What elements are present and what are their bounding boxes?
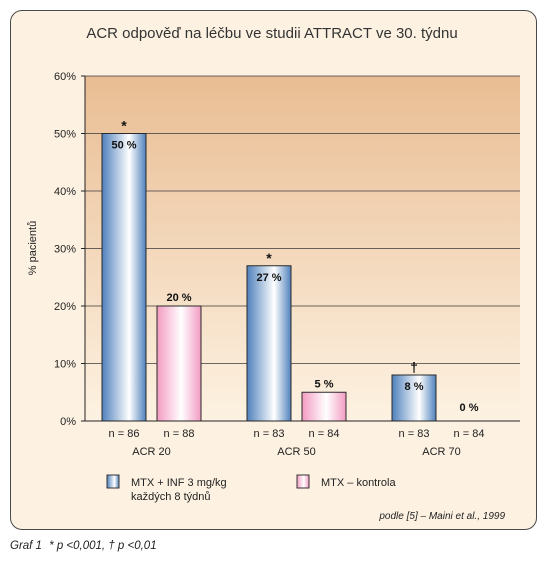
bars	[101, 133, 437, 422]
bar	[101, 133, 147, 422]
legend-swatch-mtx-inf	[106, 474, 120, 489]
significance-marker: *	[266, 250, 272, 266]
chart-title: ACR odpověď na léčbu ve studii ATTRACT v…	[86, 25, 457, 42]
legend: MTX + INF 3 mg/kg každých 8 týdnů MTX – k…	[106, 474, 396, 503]
y-tick-label: 10%	[54, 359, 76, 371]
x-axis-categories: n = 86 n = 88 ACR 20 n = 83 n = 84 ACR 50 n = …	[109, 428, 485, 458]
y-tick-label: 20%	[54, 301, 76, 313]
sample-size-label: n = 83	[399, 428, 430, 440]
bar-value-label: 5 %	[315, 378, 334, 390]
sample-size-label: n = 84	[309, 428, 340, 440]
y-tick-label: 0%	[60, 416, 76, 428]
bar-value-label: 27 %	[256, 272, 281, 284]
legend-label-mtx-inf: MTX + INF 3 mg/kg každých 8 týdnů	[131, 477, 227, 503]
y-tick-label: 40%	[54, 186, 76, 198]
legend-label-line: MTX + INF 3 mg/kg	[131, 477, 227, 489]
bar	[246, 265, 292, 422]
bar	[156, 305, 202, 422]
legend-label-line: MTX – kontrola	[321, 477, 396, 489]
footnote-text: * p <0,001, † p <0,01	[49, 540, 157, 552]
sample-size-label: n = 84	[454, 428, 485, 440]
bar-value-label: 50 %	[111, 140, 136, 152]
legend-swatch-mtx-kontrola	[296, 474, 310, 489]
y-axis-label: % pacientů	[27, 221, 39, 275]
sample-size-label: n = 83	[254, 428, 285, 440]
bar-labels: 50 % * 20 % 27 % * 5 % 8 % † 0 %	[111, 118, 478, 415]
significance-marker: †	[410, 359, 418, 375]
figure-label: Graf 1	[10, 540, 42, 552]
x-category-label: ACR 50	[277, 446, 316, 458]
figure-footnote: Graf 1 * p <0,001, † p <0,01	[10, 540, 157, 552]
legend-label-line: každých 8 týdnů	[131, 491, 211, 503]
y-tick-label: 30%	[54, 244, 76, 256]
bar-value-label: 0 %	[460, 402, 479, 414]
bar	[391, 374, 437, 422]
source-citation: podle [5] – Maini et al., 1999	[378, 511, 505, 522]
significance-marker: *	[121, 118, 127, 134]
x-category-label: ACR 20	[132, 446, 171, 458]
bar	[301, 391, 347, 422]
y-tick-label: 60%	[54, 71, 76, 83]
legend-label-mtx-kontrola: MTX – kontrola	[321, 477, 396, 489]
x-category-label: ACR 70	[422, 446, 461, 458]
y-tick-label: 50%	[54, 129, 76, 141]
bar-value-label: 8 %	[405, 381, 424, 393]
y-axis-ticks: 0% 10% 20% 30% 40% 50% 60%	[54, 71, 85, 428]
sample-size-label: n = 88	[164, 428, 195, 440]
bar-value-label: 20 %	[166, 292, 191, 304]
sample-size-label: n = 86	[109, 428, 140, 440]
